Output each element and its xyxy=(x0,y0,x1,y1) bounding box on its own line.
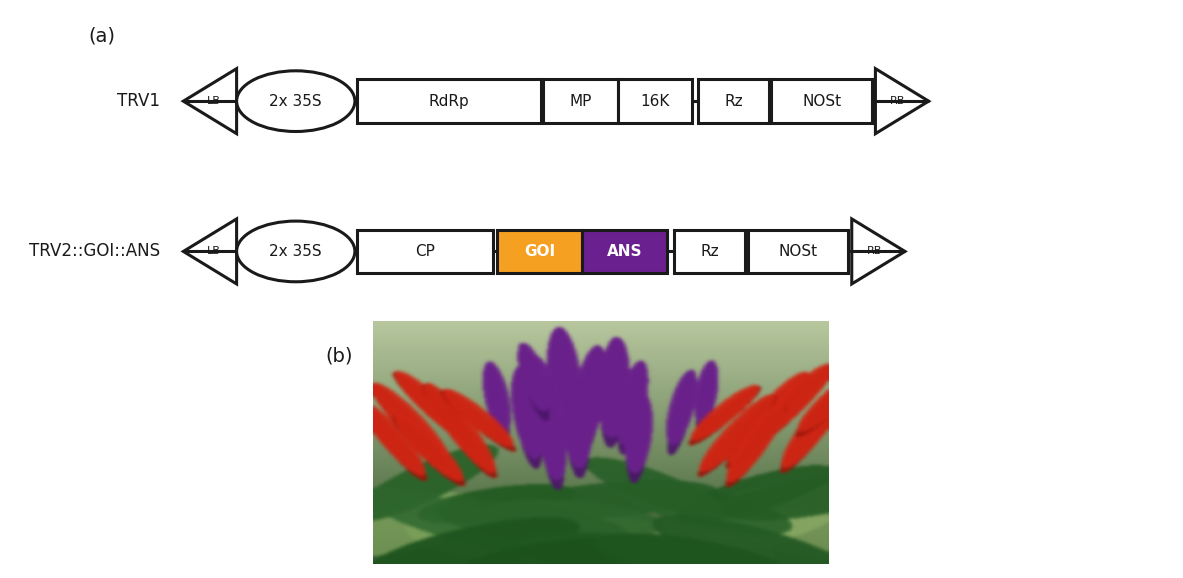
Bar xyxy=(674,230,745,273)
Ellipse shape xyxy=(237,71,355,132)
Text: 16K: 16K xyxy=(640,94,670,109)
Text: NOSt: NOSt xyxy=(778,244,817,259)
Text: Rz: Rz xyxy=(700,244,719,259)
Bar xyxy=(618,80,692,123)
Text: (a): (a) xyxy=(89,26,116,45)
Bar xyxy=(357,230,493,273)
Text: RB: RB xyxy=(867,246,883,257)
Bar xyxy=(582,230,667,273)
Text: GOI: GOI xyxy=(524,244,555,259)
Text: RB: RB xyxy=(891,96,906,106)
Bar xyxy=(497,230,582,273)
Text: (b): (b) xyxy=(325,347,353,366)
Text: CP: CP xyxy=(415,244,435,259)
Text: RdRp: RdRp xyxy=(428,94,470,109)
Bar xyxy=(748,230,848,273)
Bar xyxy=(543,80,618,123)
Text: Rz: Rz xyxy=(724,94,743,109)
Bar xyxy=(771,80,872,123)
Text: ANS: ANS xyxy=(607,244,642,259)
Text: LB: LB xyxy=(207,246,221,257)
Ellipse shape xyxy=(237,221,355,281)
Text: MP: MP xyxy=(569,94,592,109)
Text: 2x 35S: 2x 35S xyxy=(270,244,322,259)
Bar xyxy=(357,80,541,123)
Text: TRV1: TRV1 xyxy=(117,92,160,110)
Text: TRV2::GOI::ANS: TRV2::GOI::ANS xyxy=(28,242,160,261)
Bar xyxy=(698,80,769,123)
Text: 2x 35S: 2x 35S xyxy=(270,94,322,109)
Text: NOSt: NOSt xyxy=(802,94,841,109)
Text: LB: LB xyxy=(207,96,221,106)
